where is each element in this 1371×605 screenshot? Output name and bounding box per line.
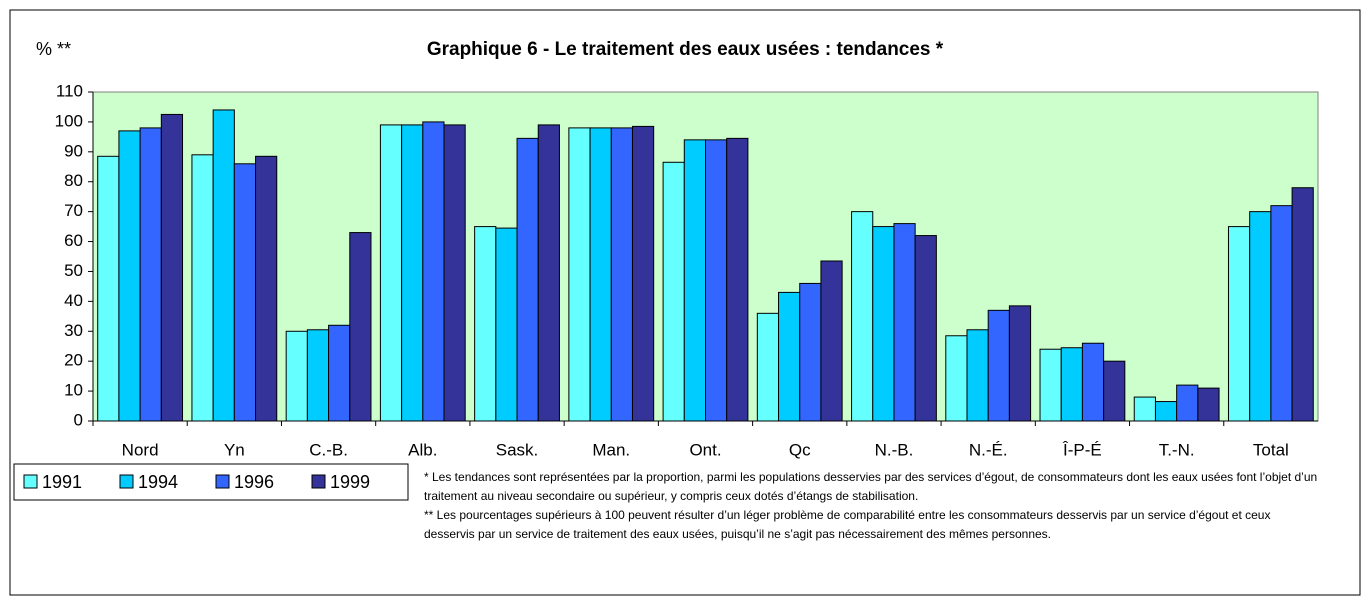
bar <box>893 223 916 422</box>
y-axis-label: % ** <box>36 39 71 59</box>
bar <box>610 127 633 422</box>
chart-title: Graphique 6 - Le traitement des eaux usé… <box>427 39 944 60</box>
legend-label: 1994 <box>138 472 178 492</box>
y-tick-label: 80 <box>64 171 83 190</box>
y-tick-label: 100 <box>55 111 83 130</box>
bar <box>945 335 968 422</box>
bar <box>191 154 214 422</box>
bar <box>1060 347 1083 422</box>
bar <box>1008 305 1032 422</box>
bar <box>1176 384 1199 422</box>
y-tick-label: 10 <box>64 381 83 400</box>
bar <box>285 330 308 422</box>
y-tick-label: 60 <box>64 231 83 250</box>
bar <box>756 312 780 422</box>
bar <box>328 324 351 422</box>
bar <box>705 139 728 422</box>
y-tick-label: 90 <box>64 141 83 160</box>
bar <box>422 121 445 422</box>
footnote: ** Les pourcentages supérieurs à 100 peu… <box>424 508 1271 541</box>
bar <box>306 329 330 422</box>
x-tick-label: Qc <box>789 440 811 459</box>
legend-box <box>13 463 409 501</box>
bar <box>589 127 612 422</box>
y-tick-label: 110 <box>56 81 83 100</box>
bar <box>1133 396 1156 422</box>
x-tick-label: Total <box>1253 440 1289 459</box>
legend-swatch <box>23 474 38 489</box>
x-tick-label: Man. <box>592 440 630 459</box>
footnote: * Les tendances sont représentées par la… <box>424 470 1318 503</box>
bar <box>568 127 591 422</box>
bar <box>1249 211 1272 422</box>
legend-label: 1999 <box>330 472 370 492</box>
bar <box>1039 348 1062 422</box>
legend-label: 1991 <box>42 472 82 492</box>
bar <box>987 309 1010 422</box>
bar <box>851 211 874 422</box>
bar <box>1291 187 1314 422</box>
bar <box>799 282 822 422</box>
bar <box>379 124 403 422</box>
legend-label: 1996 <box>234 472 274 492</box>
bar <box>631 125 655 422</box>
x-tick-label: T.-N. <box>1159 440 1195 459</box>
bar <box>1103 360 1126 422</box>
bar <box>349 232 372 422</box>
bar <box>1081 342 1105 422</box>
y-tick-label: 40 <box>64 291 83 310</box>
x-tick-label: Ont. <box>689 440 721 459</box>
bar <box>255 155 278 422</box>
y-tick-label: 0 <box>74 410 83 429</box>
bar <box>160 113 184 422</box>
bar <box>401 124 424 422</box>
bar <box>212 109 235 422</box>
legend-swatch <box>215 474 230 489</box>
bar <box>914 235 937 422</box>
bar <box>966 329 989 422</box>
x-tick-label: Î-P-É <box>1062 440 1102 459</box>
bar <box>516 137 539 422</box>
y-tick-label: 50 <box>64 261 83 280</box>
bar <box>872 226 895 422</box>
x-tick-label: Nord <box>122 440 159 459</box>
x-tick-label: Sask. <box>496 440 539 459</box>
bar <box>233 163 257 422</box>
x-tick-label: N.-É. <box>969 440 1008 459</box>
x-tick-label: C.-B. <box>309 440 348 459</box>
bar <box>139 127 162 422</box>
bar <box>778 291 801 422</box>
y-tick-label: 20 <box>64 351 83 370</box>
bar <box>1227 226 1251 422</box>
y-tick-label: 70 <box>64 201 83 220</box>
footnotes: * Les tendances sont représentées par la… <box>424 468 1324 544</box>
bar <box>726 137 749 422</box>
bar <box>443 124 466 422</box>
bar <box>118 130 141 422</box>
bar <box>97 155 120 422</box>
bar <box>662 161 685 422</box>
y-tick-label: 30 <box>64 321 83 340</box>
bar <box>820 260 843 422</box>
bar <box>537 124 560 422</box>
x-tick-label: Alb. <box>408 440 437 459</box>
x-tick-label: Yn <box>224 440 245 459</box>
bar <box>1197 387 1220 422</box>
legend-swatch <box>311 474 326 489</box>
x-tick-label: N.-B. <box>875 440 914 459</box>
bar <box>1270 205 1293 422</box>
bar <box>683 139 707 422</box>
legend-swatch <box>119 474 134 489</box>
bar <box>1154 401 1178 422</box>
bar <box>495 227 518 422</box>
bar <box>474 226 497 422</box>
